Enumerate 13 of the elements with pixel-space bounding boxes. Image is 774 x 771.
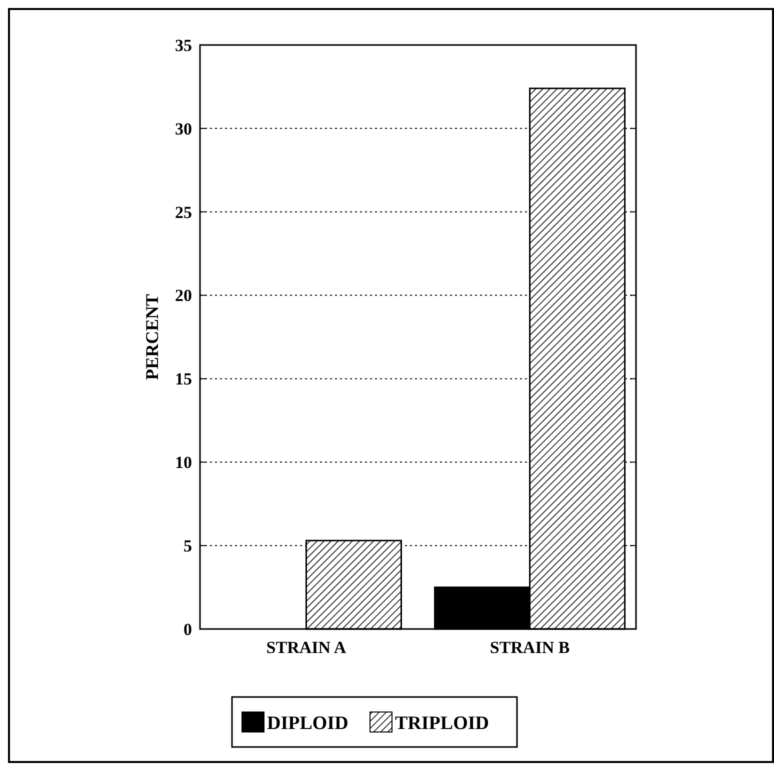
legend-label: DIPLOID	[267, 713, 348, 734]
x-tick-label: STRAIN A	[266, 638, 347, 657]
y-tick-label: 30	[175, 119, 192, 138]
legend-label: TRIPLOID	[395, 713, 489, 734]
y-tick-label: 20	[175, 286, 192, 306]
y-tick-label: 15	[175, 370, 192, 389]
x-tick-label: STRAIN B	[490, 638, 570, 657]
y-tick-label: 5	[184, 536, 192, 556]
y-axis-title: PERCENT	[142, 294, 162, 380]
y-tick-label: 0	[184, 620, 192, 639]
y-tick-label: 10	[175, 453, 192, 472]
y-tick-label: 35	[175, 36, 192, 55]
y-tick-label: 25	[175, 202, 192, 222]
